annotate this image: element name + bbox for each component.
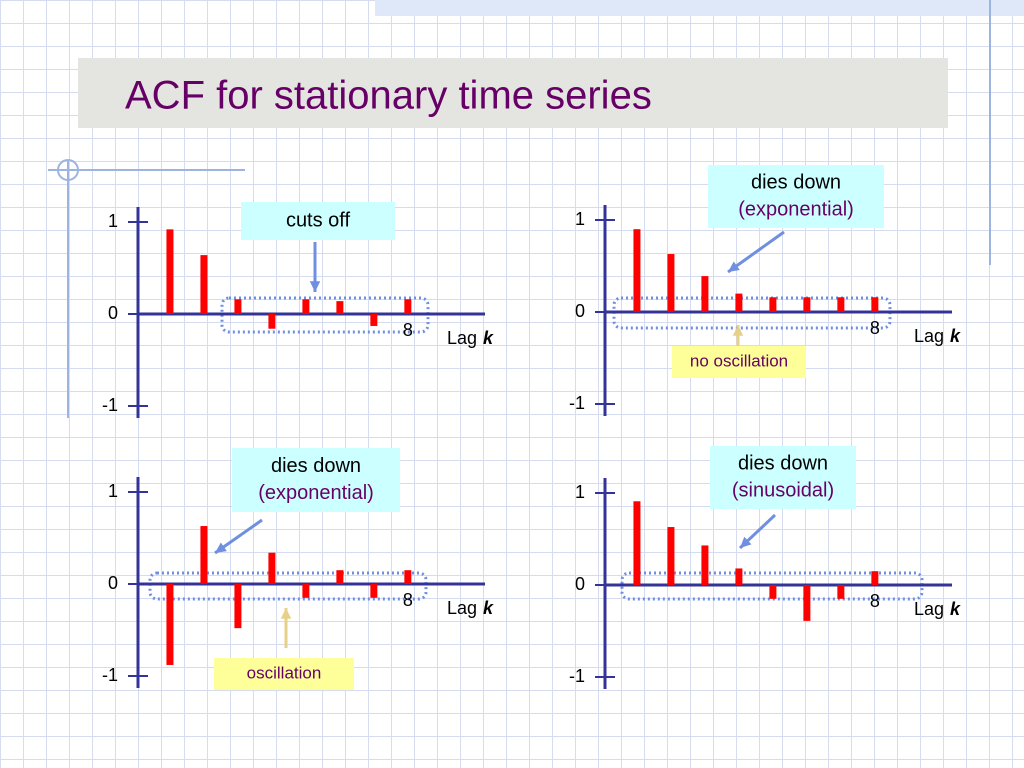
callout-text: dies down (271, 455, 361, 477)
y-tick-label: 0 (575, 301, 585, 321)
bar (166, 229, 174, 314)
arrow-head (215, 542, 227, 553)
y-tick-label: 1 (108, 481, 118, 501)
callout-text: (exponential) (738, 198, 854, 220)
bar (166, 584, 174, 665)
callout-box (241, 202, 395, 240)
callout-arrow (727, 230, 785, 274)
decor-circle (57, 159, 79, 181)
y-tick-label: 0 (108, 303, 118, 323)
x-label-text: Lag (447, 328, 477, 348)
title-band (78, 58, 948, 128)
x-axis-label: Lag k (447, 328, 494, 348)
x-tick-label: 8 (403, 320, 413, 340)
bar (234, 584, 242, 629)
callout-text: (sinusoidal) (732, 479, 834, 501)
callout-box (708, 165, 884, 228)
bar (302, 584, 310, 598)
bar (769, 585, 777, 599)
y-tick-label: 1 (575, 482, 585, 502)
bar (633, 229, 641, 312)
callout-text: no oscillation (690, 351, 788, 370)
bar (803, 297, 811, 312)
callout-box (672, 346, 806, 378)
arrow-head (728, 261, 740, 272)
x-label-text: Lag (914, 599, 944, 619)
x-axis-label: Lag k (447, 598, 494, 618)
arrow-head (280, 608, 292, 619)
x-label-var: k (950, 599, 961, 619)
x-tick-label: 8 (403, 590, 413, 610)
bar (404, 299, 412, 314)
bar (370, 584, 378, 598)
bar (769, 297, 777, 312)
x-label-var: k (483, 328, 494, 348)
callout-box (710, 446, 856, 509)
bar (336, 570, 344, 584)
y-tick-label: -1 (102, 395, 118, 415)
arrow-head (740, 536, 752, 548)
bar (701, 545, 709, 585)
bar (701, 276, 709, 312)
bar (404, 570, 412, 584)
bar (871, 297, 879, 312)
x-label-var: k (950, 326, 961, 346)
arrow-head (309, 281, 321, 292)
y-tick-label: -1 (569, 393, 585, 413)
bar (667, 527, 675, 585)
bar (200, 255, 208, 314)
bar (837, 585, 845, 599)
x-axis-label: Lag k (914, 599, 961, 619)
bar (735, 568, 743, 585)
bar (336, 301, 344, 314)
callout-text: dies down (738, 452, 828, 474)
y-tick-label: 0 (575, 574, 585, 594)
bar (803, 585, 811, 621)
highlight-box (148, 571, 428, 601)
bar (667, 254, 675, 312)
bar (633, 501, 641, 585)
callout-text: oscillation (247, 663, 322, 682)
x-label-text: Lag (914, 326, 944, 346)
bar (871, 571, 879, 585)
x-tick-label: 8 (870, 591, 880, 611)
top-band (375, 0, 1024, 16)
callout-box (232, 448, 400, 512)
x-tick-label: 8 (870, 318, 880, 338)
y-tick-label: 1 (108, 211, 118, 231)
y-tick-label: -1 (569, 666, 585, 686)
bar (370, 314, 378, 326)
y-tick-label: -1 (102, 665, 118, 685)
bar (268, 314, 276, 329)
x-label-var: k (483, 598, 494, 618)
callout-box (214, 658, 354, 690)
x-label-text: Lag (447, 598, 477, 618)
callout-text: (exponential) (258, 482, 374, 504)
arrow-head (732, 325, 744, 336)
y-tick-label: 0 (108, 573, 118, 593)
bar (735, 293, 743, 312)
bar (234, 299, 242, 314)
callout-text: dies down (751, 171, 841, 193)
bar (268, 552, 276, 584)
bar (302, 299, 310, 314)
bar (200, 526, 208, 584)
slide-title: ACF for stationary time series (125, 74, 652, 118)
x-axis-label: Lag k (914, 326, 961, 346)
callout-text: cuts off (286, 209, 351, 231)
y-tick-label: 1 (575, 209, 585, 229)
bar (837, 297, 845, 312)
